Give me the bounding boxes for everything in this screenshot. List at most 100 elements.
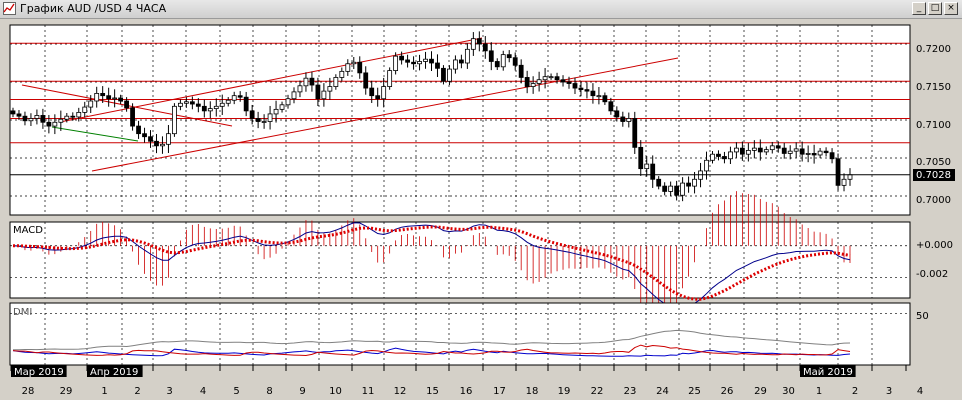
price-tick-label: 0.7050 (916, 157, 951, 168)
candle-body (841, 178, 847, 186)
month-label: Апр 2019 (90, 367, 138, 378)
candle-body (64, 115, 70, 120)
macd-panel[interactable]: MACD (9, 191, 911, 317)
candle-body (130, 107, 135, 127)
date-label: 18 (526, 386, 539, 397)
close-button[interactable]: × (944, 2, 958, 15)
candle-body (58, 118, 64, 123)
candle-body (458, 59, 464, 64)
candle-body (106, 95, 112, 100)
candle-body (590, 90, 596, 97)
month-badge (11, 365, 67, 377)
candle-body (757, 147, 763, 153)
candle-body (506, 54, 512, 59)
candle-body (339, 70, 345, 78)
price-tick-label: 0.7150 (916, 82, 951, 93)
candle-body (16, 113, 22, 117)
month-badge (87, 365, 143, 377)
candle-body (160, 143, 165, 147)
candle-body (267, 113, 273, 122)
candle-body (686, 182, 691, 187)
date-label: 4 (200, 386, 206, 397)
candle-body (417, 61, 422, 65)
candle-body (787, 150, 793, 154)
candle-body (751, 147, 757, 151)
candle-body (554, 76, 560, 81)
candle-body (423, 58, 428, 62)
dmi-tick-label: 50 (916, 311, 929, 322)
price-grid (10, 25, 910, 215)
candle-body (76, 112, 82, 118)
maximize-button[interactable]: □ (928, 2, 942, 15)
macd-tick-label: -0.002 (916, 269, 948, 280)
candle-body (207, 108, 213, 112)
candle-body (476, 38, 482, 45)
candle-body (584, 89, 590, 92)
dmi-grid (10, 303, 910, 365)
candle-body (333, 77, 339, 87)
dmi-panel[interactable]: DMI (9, 302, 911, 366)
candle-body (453, 59, 458, 70)
candle-body (363, 72, 369, 89)
price-tick-label: 0.7000 (916, 195, 951, 206)
candle-body (763, 149, 769, 153)
date-label: 4 (917, 386, 923, 397)
candle-body (560, 79, 566, 83)
candle-body (177, 102, 183, 107)
date-label: 26 (721, 386, 734, 397)
candle-body (722, 156, 727, 160)
candle-body (94, 93, 100, 102)
date-label: 19 (558, 386, 571, 397)
channel-lower-line (91, 57, 679, 172)
candle-body (237, 95, 243, 98)
candle-body (464, 48, 470, 64)
date-label: 1 (816, 386, 822, 397)
dmi-axis: 50 (916, 311, 929, 322)
chart-area[interactable]: 0.7200 0.7150 0.7100 0.7050 0.7000 0.702… (0, 19, 962, 400)
current-price-value: 0.7028 (916, 170, 951, 181)
date-label: 1 (101, 386, 107, 397)
candle-body (680, 182, 685, 196)
candle-body (739, 147, 745, 155)
date-label: 12 (394, 386, 407, 397)
candle-body (243, 96, 249, 112)
candle-body (10, 110, 16, 115)
candle-body (710, 153, 715, 161)
candle-body (213, 105, 219, 109)
candle-body (375, 95, 381, 100)
candle-body (255, 118, 261, 122)
candle-body (124, 100, 129, 109)
candle-body (775, 145, 781, 149)
dmi-minus-line (12, 344, 851, 357)
date-label: 28 (22, 386, 35, 397)
candle-body (28, 118, 34, 122)
month-label: Мар 2019 (14, 367, 64, 378)
candle-body (716, 153, 721, 157)
minimize-button[interactable]: _ (912, 2, 926, 15)
date-label: 8 (266, 386, 272, 397)
candle-body (225, 99, 231, 104)
candle-body (811, 153, 817, 156)
candle-body (172, 105, 177, 135)
candle-body (530, 83, 536, 87)
candle-body (82, 106, 88, 113)
candle-body (805, 153, 811, 155)
date-axis: 28 29 1 2 3 4 5 8 9 10 11 12 15 16 17 18 19 22 23 24 25 26 29 3… (10, 365, 923, 397)
candle-body (799, 148, 805, 155)
candle-body (734, 147, 739, 153)
candle-body (118, 97, 124, 102)
date-label: 2 (852, 386, 858, 397)
date-label: 24 (656, 386, 669, 397)
candle-body (578, 87, 584, 91)
candle-body (261, 121, 267, 123)
green-trend-line (51, 126, 139, 142)
candle-body (548, 76, 554, 79)
candle-body (488, 50, 494, 62)
adx-line (13, 329, 851, 351)
price-tick-label: 0.7100 (916, 120, 951, 131)
candle-body (769, 145, 775, 151)
price-panel[interactable] (9, 24, 911, 216)
candle-body (602, 95, 608, 103)
candle-body (632, 118, 638, 148)
date-label: 2 (134, 386, 140, 397)
